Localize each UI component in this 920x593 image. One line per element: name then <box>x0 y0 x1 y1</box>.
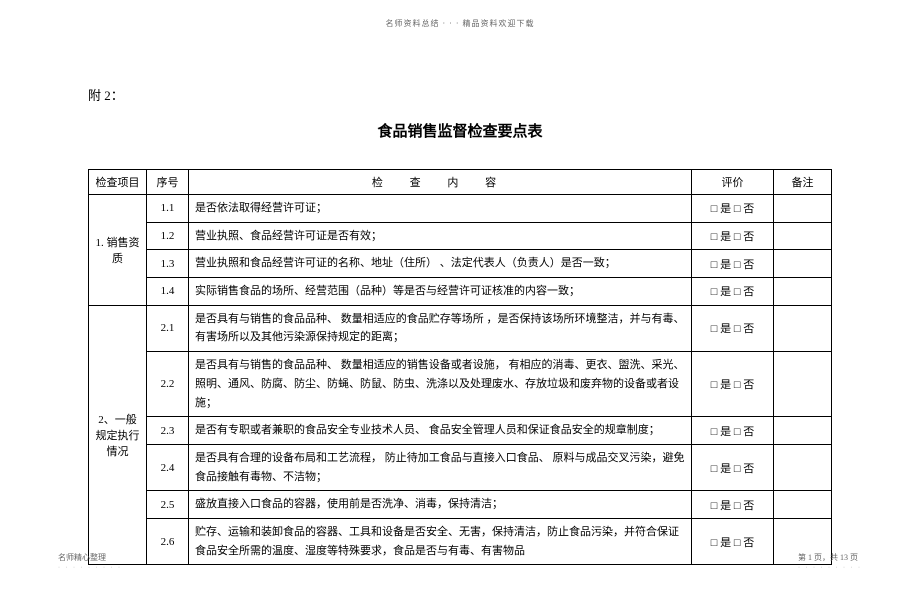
cell-eval: □ 是 □ 否 <box>692 278 774 306</box>
th-remark: 备注 <box>774 170 832 195</box>
footer-right: 第 1 页，共 13 页 · · · · · · · · · <box>798 552 862 571</box>
cell-seq: 2.5 <box>147 491 189 519</box>
table-row: 2.6 贮存、运输和装卸食品的容器、工具和设备是否安全、无害，保持清洁，防止食品… <box>89 518 832 564</box>
inspection-table: 检查项目 序号 检 查 内 容 评价 备注 1. 销售资质 1.1 是否依法取得… <box>88 169 832 565</box>
cell-eval: □ 是 □ 否 <box>692 444 774 490</box>
cell-project: 2、一般规定执行情况 <box>89 305 147 565</box>
cell-content: 盛放直接入口食品的容器，使用前是否洗净、消毒，保持清洁； <box>189 491 692 519</box>
cell-remark <box>774 278 832 306</box>
cell-seq: 2.1 <box>147 305 189 351</box>
th-eval: 评价 <box>692 170 774 195</box>
cell-remark <box>774 491 832 519</box>
table-row: 2.4 是否具有合理的设备布局和工艺流程， 防止待加工食品与直接入口食品、 原料… <box>89 444 832 490</box>
attachment-label: 附 2： <box>88 85 832 104</box>
footer-dots: · · · · · · · · · <box>798 565 862 571</box>
table-row: 2、一般规定执行情况 2.1 是否具有与销售的食品品种、 数量相适应的食品贮存等… <box>89 305 832 351</box>
table-row: 2.2 是否具有与销售的食品品种、 数量相适应的销售设备或者设施， 有相应的消毒… <box>89 352 832 417</box>
cell-content: 营业执照、食品经营许可证是否有效； <box>189 222 692 250</box>
table-row: 1.4 实际销售食品的场所、经营范围（品种）等是否与经营许可证核准的内容一致； … <box>89 278 832 306</box>
th-content: 检 查 内 容 <box>189 170 692 195</box>
table-body: 1. 销售资质 1.1 是否依法取得经营许可证； □ 是 □ 否 1.2 营业执… <box>89 195 832 565</box>
table-row: 2.3 是否有专职或者兼职的食品安全专业技术人员、 食品安全管理人员和保证食品安… <box>89 417 832 445</box>
cell-remark <box>774 444 832 490</box>
th-seq: 序号 <box>147 170 189 195</box>
cell-eval: □ 是 □ 否 <box>692 352 774 417</box>
cell-remark <box>774 417 832 445</box>
footer-right-text: 第 1 页，共 13 页 <box>798 552 862 563</box>
cell-remark <box>774 305 832 351</box>
cell-seq: 1.2 <box>147 222 189 250</box>
th-project: 检查项目 <box>89 170 147 195</box>
table-row: 1.3 营业执照和食品经营许可证的名称、地址（住所） 、法定代表人（负责人）是否… <box>89 250 832 278</box>
footer-left: 名师精心整理 · · · · · · · · · <box>58 552 122 571</box>
cell-content: 是否有专职或者兼职的食品安全专业技术人员、 食品安全管理人员和保证食品安全的规章… <box>189 417 692 445</box>
cell-content: 是否具有合理的设备布局和工艺流程， 防止待加工食品与直接入口食品、 原料与成品交… <box>189 444 692 490</box>
cell-eval: □ 是 □ 否 <box>692 195 774 223</box>
cell-seq: 2.4 <box>147 444 189 490</box>
cell-remark <box>774 352 832 417</box>
cell-seq: 2.2 <box>147 352 189 417</box>
cell-content: 营业执照和食品经营许可证的名称、地址（住所） 、法定代表人（负责人）是否一致； <box>189 250 692 278</box>
footer-dots: · · · · · · · · · <box>58 565 122 571</box>
cell-content: 是否依法取得经营许可证； <box>189 195 692 223</box>
cell-seq: 1.1 <box>147 195 189 223</box>
table-row: 1.2 营业执照、食品经营许可证是否有效； □ 是 □ 否 <box>89 222 832 250</box>
cell-eval: □ 是 □ 否 <box>692 417 774 445</box>
page-content: 附 2： 食品销售监督检查要点表 检查项目 序号 检 查 内 容 评价 备注 1… <box>88 85 832 565</box>
main-title: 食品销售监督检查要点表 <box>88 120 832 141</box>
cell-content: 是否具有与销售的食品品种、 数量相适应的销售设备或者设施， 有相应的消毒、更衣、… <box>189 352 692 417</box>
cell-remark <box>774 195 832 223</box>
table-row: 2.5 盛放直接入口食品的容器，使用前是否洗净、消毒，保持清洁； □ 是 □ 否 <box>89 491 832 519</box>
cell-seq: 1.3 <box>147 250 189 278</box>
cell-remark <box>774 250 832 278</box>
cell-seq: 2.3 <box>147 417 189 445</box>
cell-content: 贮存、运输和装卸食品的容器、工具和设备是否安全、无害，保持清洁，防止食品污染，并… <box>189 518 692 564</box>
cell-eval: □ 是 □ 否 <box>692 518 774 564</box>
cell-content: 是否具有与销售的食品品种、 数量相适应的食品贮存等场所 ，是否保持该场所环境整洁… <box>189 305 692 351</box>
cell-content: 实际销售食品的场所、经营范围（品种）等是否与经营许可证核准的内容一致； <box>189 278 692 306</box>
top-header-text: 名师资料总结 · · · 精品资料欢迎下载 <box>0 18 920 29</box>
footer-left-text: 名师精心整理 <box>58 552 122 563</box>
cell-eval: □ 是 □ 否 <box>692 250 774 278</box>
cell-seq: 2.6 <box>147 518 189 564</box>
cell-project: 1. 销售资质 <box>89 195 147 306</box>
cell-eval: □ 是 □ 否 <box>692 222 774 250</box>
cell-seq: 1.4 <box>147 278 189 306</box>
table-row: 1. 销售资质 1.1 是否依法取得经营许可证； □ 是 □ 否 <box>89 195 832 223</box>
cell-remark <box>774 222 832 250</box>
cell-eval: □ 是 □ 否 <box>692 491 774 519</box>
cell-eval: □ 是 □ 否 <box>692 305 774 351</box>
